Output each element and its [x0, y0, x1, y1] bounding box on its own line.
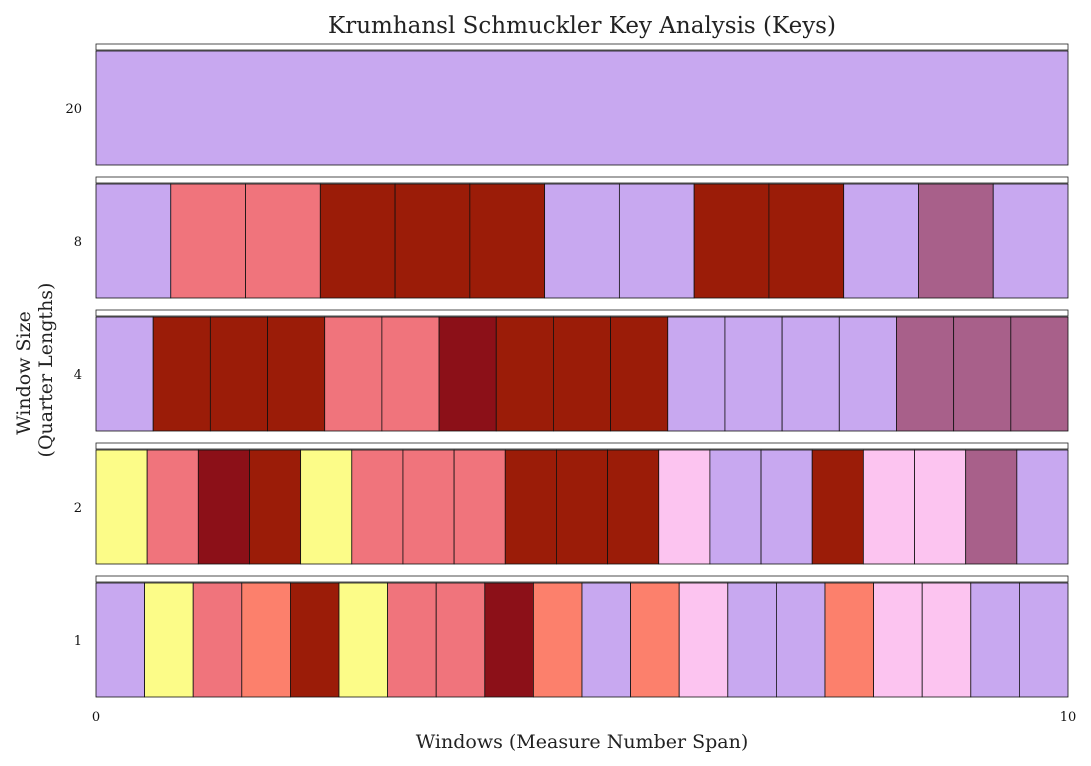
y-tick-label: 8: [74, 235, 82, 250]
key-cell: [300, 449, 353, 565]
key-cell: [914, 449, 967, 565]
x-tick-label: 10: [1060, 710, 1077, 725]
key-cell: [953, 316, 1012, 432]
key-cell: [667, 316, 726, 432]
row-header-strip: [95, 176, 1069, 184]
key-cell: [267, 316, 326, 432]
chart-title: Krumhansl Schmuckler Key Analysis (Keys): [328, 13, 836, 39]
row-header-strip: [95, 43, 1069, 51]
key-cell: [760, 449, 813, 565]
key-cell: [838, 316, 897, 432]
key-cell: [209, 316, 268, 432]
row-window-4: [95, 309, 1069, 432]
key-cell: [144, 582, 194, 698]
key-cell: [768, 183, 845, 299]
key-cell: [581, 582, 631, 698]
key-cell: [351, 449, 404, 565]
y-axis-label-line-2: (Quarter Lengths): [35, 283, 57, 458]
key-cell: [338, 582, 388, 698]
key-cell: [618, 183, 695, 299]
key-cell: [289, 582, 340, 698]
key-cell: [811, 449, 864, 565]
key-cell: [241, 582, 291, 698]
row-window-20: [95, 43, 1069, 166]
key-cell: [824, 582, 874, 698]
key-cell: [896, 316, 955, 432]
key-cell: [95, 316, 154, 432]
key-cell: [965, 449, 1018, 565]
x-tick-labels: 0 10: [92, 710, 1076, 725]
key-cell: [192, 582, 243, 698]
key-cell: [693, 183, 770, 299]
key-cell: [324, 316, 383, 432]
key-cell: [245, 183, 321, 299]
key-cell: [495, 316, 554, 432]
key-cell: [658, 449, 711, 565]
x-axis-label: Windows (Measure Number Span): [416, 731, 749, 753]
key-cell: [544, 183, 620, 299]
key-cell: [402, 449, 455, 565]
key-cell: [921, 582, 972, 698]
key-cell: [170, 183, 246, 299]
key-cell: [727, 582, 777, 698]
row-header-strip: [95, 575, 1069, 583]
key-cell: [630, 582, 680, 698]
key-cell: [1010, 316, 1069, 432]
row-window-2: [95, 442, 1069, 565]
row-header-strip: [95, 309, 1069, 317]
key-cell: [95, 449, 148, 565]
y-axis-label: Window Size (Quarter Lengths): [13, 283, 57, 458]
key-cell: [146, 449, 199, 565]
key-cell: [95, 183, 172, 299]
y-tick-label: 1: [74, 634, 82, 649]
key-cell: [918, 183, 994, 299]
key-cell: [438, 316, 497, 432]
y-tick-labels: 20 8 4 2 1: [65, 102, 82, 649]
key-cell: [197, 449, 250, 565]
key-cell: [556, 449, 608, 565]
key-cell: [1019, 582, 1069, 698]
key-cell: [95, 582, 145, 698]
key-cell: [484, 582, 534, 698]
key-cell: [469, 183, 546, 299]
row-window-1: [95, 575, 1069, 698]
key-cell: [533, 582, 583, 698]
key-cell: [381, 316, 440, 432]
key-cell: [862, 449, 915, 565]
key-cell: [435, 582, 486, 698]
x-tick-label: 0: [92, 710, 100, 725]
key-cell: [843, 183, 919, 299]
key-cell: [394, 183, 471, 299]
key-cell: [319, 183, 396, 299]
y-axis-label-line-1: Window Size: [13, 311, 35, 435]
key-cell: [709, 449, 762, 565]
y-tick-label: 20: [65, 102, 82, 117]
key-cell: [992, 183, 1069, 299]
key-cell: [95, 50, 1069, 166]
key-cell: [387, 582, 437, 698]
y-tick-label: 4: [74, 368, 82, 383]
key-cell: [504, 449, 557, 565]
key-cell: [970, 582, 1020, 698]
key-cell: [607, 449, 660, 565]
key-cell: [873, 582, 923, 698]
key-cell: [553, 316, 611, 432]
key-cell: [1016, 449, 1069, 565]
key-cell: [724, 316, 783, 432]
key-cell: [453, 449, 506, 565]
key-cell: [781, 316, 840, 432]
key-cell: [610, 316, 669, 432]
row-window-8: [95, 176, 1069, 299]
key-cell: [152, 316, 211, 432]
key-cell: [678, 582, 729, 698]
chart-rows: [95, 43, 1069, 698]
row-header-strip: [95, 442, 1069, 450]
key-cell: [776, 582, 826, 698]
y-tick-label: 2: [74, 501, 82, 516]
key-cell: [249, 449, 302, 565]
